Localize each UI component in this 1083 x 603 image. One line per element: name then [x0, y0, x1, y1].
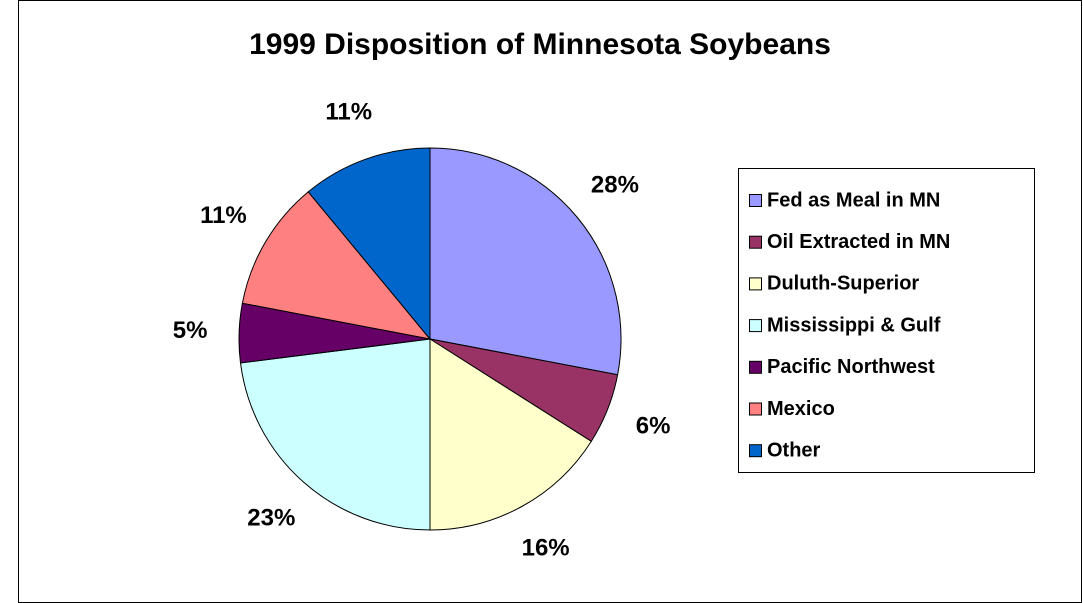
legend-swatch [749, 402, 762, 416]
chart-title: 1999 Disposition of Minnesota Soybeans [249, 28, 831, 61]
legend-swatch [749, 319, 762, 333]
pie-slice [241, 191, 432, 340]
pie-slice [239, 338, 431, 531]
data-label: 28% [591, 171, 639, 198]
data-label: 11% [325, 99, 372, 126]
legend-box [738, 168, 1035, 473]
legend-swatch [749, 277, 762, 291]
data-label: 6% [636, 413, 671, 440]
legend-label: Duluth-Superior [767, 273, 919, 295]
legend-swatch [749, 235, 762, 249]
legend-label: Pacific Northwest [767, 356, 935, 378]
pie-slice [429, 338, 592, 531]
legend-label: Mississippi & Gulf [767, 314, 941, 336]
legend-label: Oil Extracted in MN [767, 231, 950, 253]
legend-swatch [749, 360, 762, 374]
legend-swatch [749, 194, 762, 207]
legend-label: Fed as Meal in MN [767, 189, 940, 211]
data-label: 16% [522, 535, 570, 562]
data-label: 5% [173, 317, 208, 344]
data-label: 11% [200, 202, 247, 229]
legend-label: Mexico [767, 398, 835, 420]
pie-slice [307, 147, 431, 341]
data-label: 23% [247, 504, 295, 531]
legend-swatch [749, 444, 762, 458]
pie-slice [429, 147, 622, 376]
legend-label: Other [767, 439, 821, 461]
